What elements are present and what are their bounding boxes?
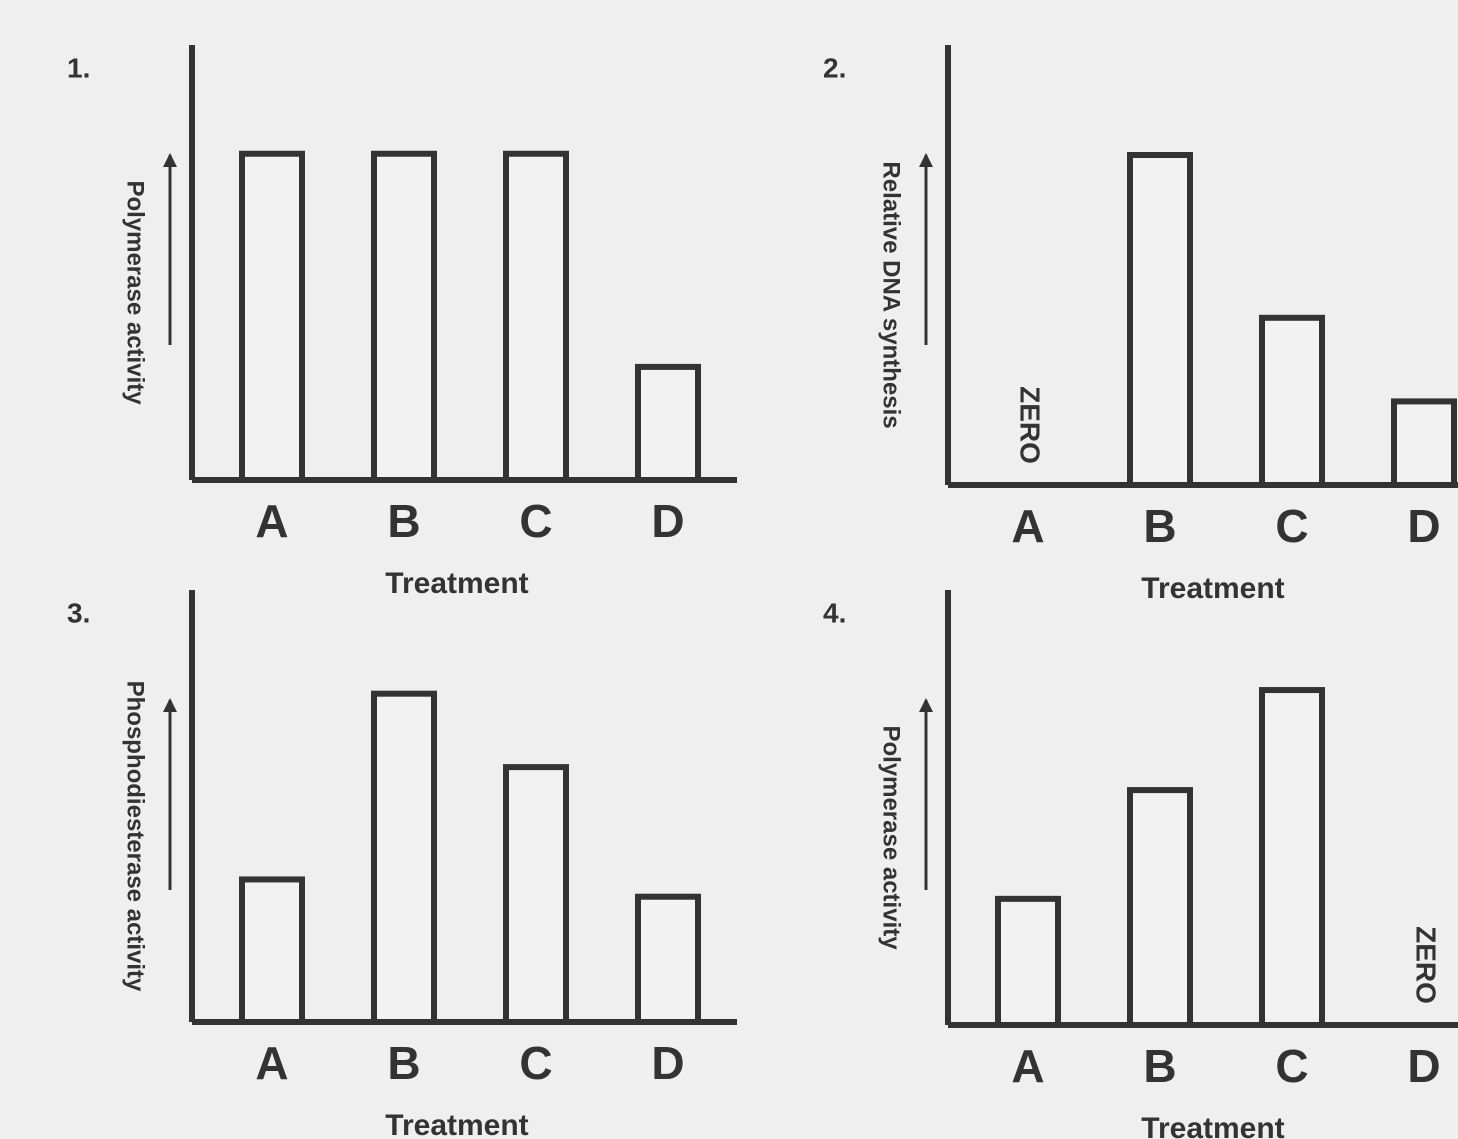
x-tick-label: B [1143,500,1176,552]
y-axis-label: Phosphodiesterase activity [122,681,149,992]
bar [635,893,701,1025]
y-arrow-head [163,698,177,712]
x-tick-label: A [1011,1040,1044,1092]
chart-title: 2. [823,52,846,83]
annotation: ZERO [1411,926,1442,1004]
bar [1391,398,1457,488]
x-tick-label: A [255,1037,288,1089]
bar [371,150,437,483]
chart-title: 4. [823,597,846,628]
bar [503,764,569,1025]
x-axis-label: Treatment [385,567,528,600]
bar [635,363,701,483]
chart-title: 3. [67,597,90,628]
x-tick-label: C [519,1037,552,1089]
x-axis-label: Treatment [1141,572,1284,605]
bar [503,150,569,483]
bar [1127,152,1193,488]
x-tick-label: D [1407,500,1440,552]
x-tick-label: A [1011,500,1044,552]
x-tick-label: B [1143,1040,1176,1092]
bar [1259,314,1325,488]
x-tick-label: C [519,495,552,547]
bar [1259,687,1325,1028]
x-tick-label: C [1275,500,1308,552]
bar [995,895,1061,1028]
x-tick-label: D [651,495,684,547]
y-axis-label: Polymerase activity [122,180,149,405]
x-axis-label: Treatment [1141,1112,1284,1139]
x-tick-label: A [255,495,288,547]
x-tick-label: D [651,1037,684,1089]
bar [1127,787,1193,1028]
y-arrow-head [919,698,933,712]
x-axis-label: Treatment [385,1109,528,1139]
x-tick-label: B [387,1037,420,1089]
annotation: ZERO [1015,386,1046,464]
bar [371,690,437,1025]
y-arrow-head [919,153,933,167]
y-axis-label: Polymerase activity [878,725,905,950]
chart-title: 1. [67,52,90,83]
y-axis-label: Relative DNA synthesis [878,161,905,428]
y-arrow-head [163,153,177,167]
bar [239,150,305,483]
x-tick-label: B [387,495,420,547]
x-tick-label: C [1275,1040,1308,1092]
bar [239,876,305,1025]
x-tick-label: D [1407,1040,1440,1092]
